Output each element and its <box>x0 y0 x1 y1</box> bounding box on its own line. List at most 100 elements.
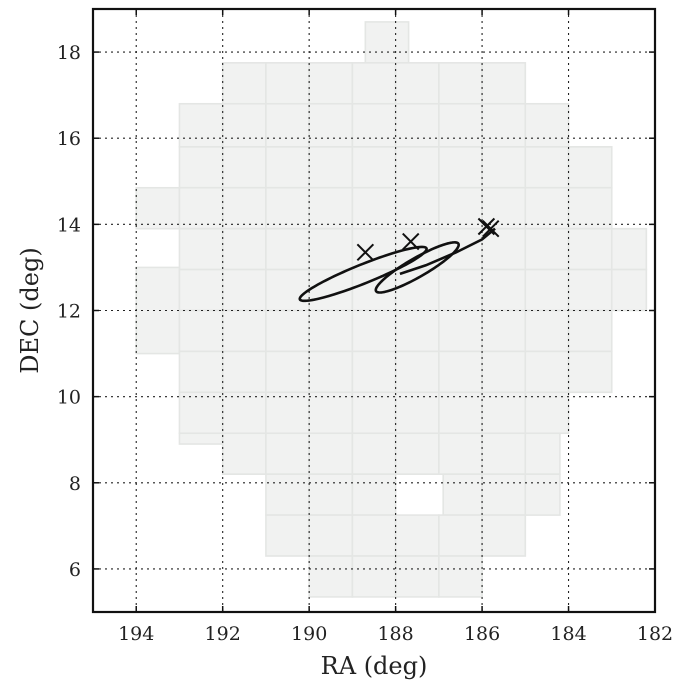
coverage-tile <box>481 514 527 557</box>
coverage-tile <box>567 146 613 189</box>
coverage-tile <box>481 268 527 312</box>
y-tick-label: 14 <box>57 214 81 236</box>
coverage-tile <box>265 227 310 271</box>
coverage-tile <box>308 102 354 148</box>
coverage-tile <box>178 391 224 435</box>
x-tick-label: 190 <box>291 623 327 645</box>
coverage-tile <box>178 227 224 271</box>
coverage-tile <box>524 473 561 516</box>
coverage-tile <box>351 432 397 475</box>
coverage-tile <box>265 62 310 107</box>
coverage-tile <box>221 391 267 435</box>
coverage-tile <box>481 186 527 230</box>
coverage-tile <box>438 62 483 107</box>
coverage-tile <box>351 186 397 230</box>
coverage-tile <box>308 473 354 516</box>
x-tick-label: 188 <box>377 623 413 645</box>
coverage-tile <box>221 432 267 475</box>
coverage-tile <box>221 62 267 107</box>
coverage-tile <box>438 350 483 394</box>
coverage-tile <box>567 309 613 353</box>
y-tick-label: 6 <box>69 559 81 581</box>
coverage-tile <box>308 186 354 230</box>
coverage-tile <box>178 186 224 230</box>
x-tick-label: 192 <box>205 623 241 645</box>
x-marker <box>482 219 500 238</box>
coverage-tile <box>351 309 397 353</box>
coverage-tile <box>524 350 570 394</box>
coverage-tile <box>438 391 483 435</box>
x-tick-label: 194 <box>118 623 154 645</box>
coverage-tile <box>265 146 310 189</box>
y-axis-label: DEC (deg) <box>16 247 44 373</box>
coverage-tile <box>394 146 440 189</box>
x-marker <box>477 217 496 236</box>
coverage-tile <box>265 102 310 148</box>
coverage-tile <box>178 350 224 394</box>
coverage-tile <box>481 62 527 107</box>
coverage-tile <box>438 102 483 148</box>
coverage-tile <box>610 227 648 271</box>
x-axis-label: RA (deg) <box>321 652 428 680</box>
coverage-tile <box>481 146 527 189</box>
coverage-tile <box>394 186 440 230</box>
coverage-tile <box>351 62 397 107</box>
coverage-tile <box>308 146 354 189</box>
coverage-tile <box>308 309 354 353</box>
y-tick-label: 12 <box>57 301 81 323</box>
x-marker <box>356 243 375 262</box>
coverage-tile <box>524 146 570 189</box>
coverage-tile <box>308 350 354 394</box>
coverage-tile <box>178 268 224 312</box>
coverage-tile <box>394 309 440 353</box>
x-marker <box>402 232 420 251</box>
coverage-tile <box>265 432 310 475</box>
coverage-tile <box>308 227 354 271</box>
coverage-tile <box>351 102 397 148</box>
coverage-tile <box>481 309 527 353</box>
x-tick-label: 182 <box>637 623 673 645</box>
coverage-tile <box>265 268 310 312</box>
coverage-tile <box>524 309 570 353</box>
coverage-tile <box>135 186 181 230</box>
coverage-tile <box>394 268 440 312</box>
coverage-tile <box>351 146 397 189</box>
coverage-tile <box>438 309 483 353</box>
coverage-tile <box>394 555 440 598</box>
coverage-tile <box>524 186 570 230</box>
coverage-tile <box>308 391 354 435</box>
axis-ticks: 194 192 190 188 186 184 182 6 8 10 12 14 16 18 <box>57 9 673 645</box>
coverage-tile <box>438 146 483 189</box>
coverage-tile <box>351 514 397 557</box>
coverage-tile <box>265 473 310 516</box>
coverage-tile <box>265 391 310 435</box>
x-tick-label: 184 <box>550 623 586 645</box>
coverage-tile <box>221 350 267 394</box>
coverage-tile <box>178 146 224 189</box>
coverage-tile <box>394 102 440 148</box>
y-tick-label: 10 <box>57 387 81 409</box>
x-markers <box>356 217 500 262</box>
coverage-tile <box>524 268 570 312</box>
coverage-tile <box>524 102 570 148</box>
coverage-tile <box>442 473 483 516</box>
error-ellipse <box>374 241 460 294</box>
coverage-tile <box>524 227 570 271</box>
coverage-tile <box>438 432 483 475</box>
grid-lines <box>93 9 656 612</box>
x-tick-label: 186 <box>464 623 500 645</box>
coverage-tile <box>351 391 397 435</box>
coverage-tile <box>481 350 527 394</box>
coverage-tiles <box>135 21 648 598</box>
coverage-tile <box>265 514 310 557</box>
y-tick-label: 16 <box>57 128 81 150</box>
coverage-tile <box>178 432 224 445</box>
y-tick-label: 18 <box>57 42 81 64</box>
coverage-tile <box>265 309 310 353</box>
coverage-tile <box>308 514 354 557</box>
coverage-tile <box>438 514 483 557</box>
coverage-tile <box>178 102 224 148</box>
coverage-tile <box>394 62 440 107</box>
coverage-tile <box>265 186 310 230</box>
